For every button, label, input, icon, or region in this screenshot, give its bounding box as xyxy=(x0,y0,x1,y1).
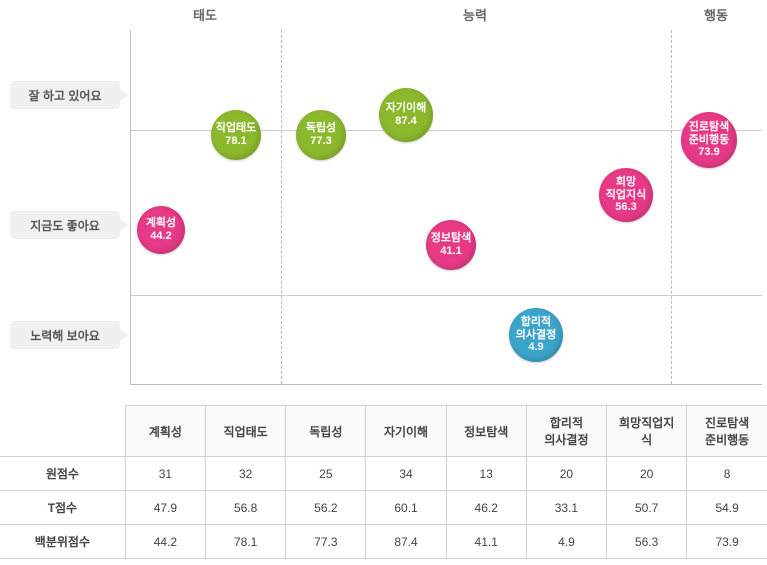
table-cell: 34 xyxy=(366,457,446,491)
row-header: 원점수 xyxy=(0,457,125,491)
bubble-value: 44.2 xyxy=(150,230,171,243)
section-divider xyxy=(671,30,672,384)
table-cell: 20 xyxy=(607,457,687,491)
bubble-value: 78.1 xyxy=(225,135,246,148)
table-cell: 20 xyxy=(526,457,606,491)
bubble-label: 합리적의사결정 xyxy=(516,316,556,341)
bubble-직업태도: 직업태도78.1 xyxy=(211,110,261,160)
bubble-value: 87.4 xyxy=(395,115,416,128)
section-divider xyxy=(281,30,282,384)
grid-line xyxy=(131,295,762,296)
bubble-label: 자기이해 xyxy=(386,102,426,115)
bubble-자기이해: 자기이해87.4 xyxy=(379,88,433,142)
bubble-label: 직업태도 xyxy=(216,122,256,135)
bubble-value: 56.3 xyxy=(615,201,636,214)
table-cell: 46.2 xyxy=(446,491,526,525)
table-cell: 73.9 xyxy=(687,525,767,559)
table-cell: 13 xyxy=(446,457,526,491)
table-cell: 56.8 xyxy=(206,491,286,525)
col-header: 직업태도 xyxy=(206,406,286,457)
col-header: 진로탐색준비행동 xyxy=(687,406,767,457)
bubble-label: 희망직업지식 xyxy=(606,176,646,201)
bubble-label: 독립성 xyxy=(306,122,336,135)
plot-region: 계획성44.2 직업태도78.1 독립성77.3 자기이해87.4 정보탐색41.1 합리… xyxy=(130,30,762,385)
table-cell: 56.2 xyxy=(286,491,366,525)
table-cell: 44.2 xyxy=(125,525,205,559)
table-cell: 50.7 xyxy=(607,491,687,525)
x-section-label: 능력 xyxy=(280,5,670,24)
table-cell: 4.9 xyxy=(526,525,606,559)
bubble-value: 77.3 xyxy=(310,135,331,148)
table-cell: 25 xyxy=(286,457,366,491)
bubble-진로탐색-준비행동: 진로탐색준비행동73.9 xyxy=(681,112,737,168)
bubble-value: 4.9 xyxy=(528,341,543,354)
table-cell: 33.1 xyxy=(526,491,606,525)
x-section-label: 행동 xyxy=(670,5,762,24)
table-cell: 54.9 xyxy=(687,491,767,525)
chart-area: 계획성44.2 직업태도78.1 독립성77.3 자기이해87.4 정보탐색41.1 합리… xyxy=(0,0,767,395)
col-header: 독립성 xyxy=(286,406,366,457)
table-cell: 8 xyxy=(687,457,767,491)
table-cell: 47.9 xyxy=(125,491,205,525)
table-cell: 77.3 xyxy=(286,525,366,559)
col-header xyxy=(0,406,125,457)
bubble-label: 진로탐색준비행동 xyxy=(689,121,729,146)
table-cell: 31 xyxy=(125,457,205,491)
table-cell: 32 xyxy=(206,457,286,491)
col-header: 합리적의사결정 xyxy=(526,406,606,457)
bubble-label: 계획성 xyxy=(146,217,176,230)
bubble-합리적-의사결정: 합리적의사결정4.9 xyxy=(509,308,563,362)
table-cell: 78.1 xyxy=(206,525,286,559)
table-cell: 87.4 xyxy=(366,525,446,559)
row-header: 백분위점수 xyxy=(0,525,125,559)
bubble-정보탐색: 정보탐색41.1 xyxy=(426,220,476,270)
col-header: 정보탐색 xyxy=(446,406,526,457)
bubble-value: 73.9 xyxy=(698,146,719,159)
col-header: 희망직업지식 xyxy=(607,406,687,457)
y-level-label: 지금도 좋아요 xyxy=(10,211,120,239)
y-level-label: 잘 하고 있어요 xyxy=(10,81,120,109)
bubble-희망-직업지식: 희망직업지식56.3 xyxy=(599,168,653,222)
col-header: 계획성 xyxy=(125,406,205,457)
col-header: 자기이해 xyxy=(366,406,446,457)
table-cell: 60.1 xyxy=(366,491,446,525)
x-section-label: 태도 xyxy=(130,5,280,24)
bubble-label: 정보탐색 xyxy=(431,232,471,245)
data-table: 계획성직업태도독립성자기이해정보탐색합리적의사결정희망직업지식진로탐색준비행동원… xyxy=(0,405,767,559)
bubble-value: 41.1 xyxy=(440,245,461,258)
table-cell: 41.1 xyxy=(446,525,526,559)
y-level-label: 노력해 보아요 xyxy=(10,321,120,349)
bubble-독립성: 독립성77.3 xyxy=(296,110,346,160)
bubble-계획성: 계획성44.2 xyxy=(137,206,185,254)
table-cell: 56.3 xyxy=(607,525,687,559)
row-header: T점수 xyxy=(0,491,125,525)
